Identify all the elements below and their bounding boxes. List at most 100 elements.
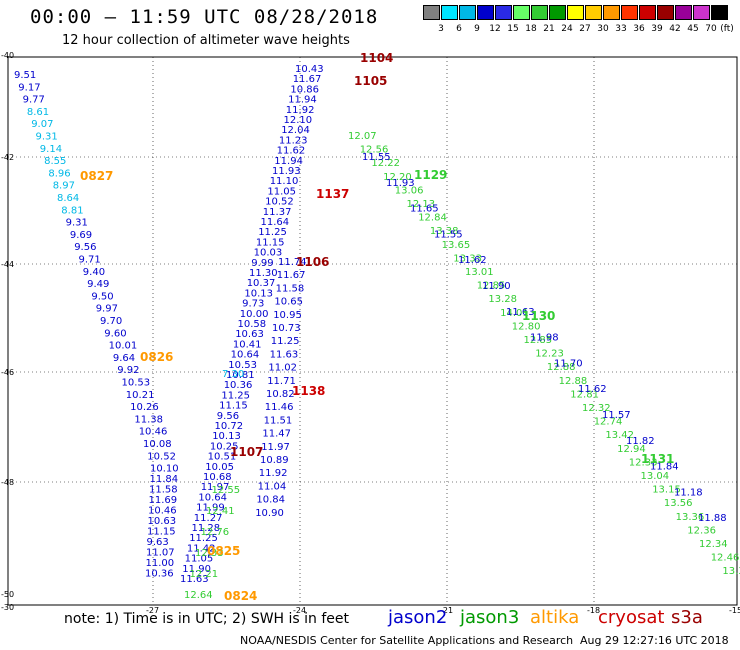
color-swatch (459, 5, 476, 20)
swh-value: 13.06 (395, 185, 424, 196)
swh-value: 11.25 (189, 533, 218, 544)
swh-value: 10.13 (244, 288, 273, 299)
graticule (8, 57, 737, 605)
swh-value: 11.63 (506, 307, 535, 318)
swh-value: 12.07 (348, 131, 377, 142)
swh-value: 11.05 (185, 554, 214, 565)
swh-value: 13.28 (488, 294, 517, 305)
swh-value: 9.63 (147, 537, 169, 548)
swh-value: 11.71 (267, 376, 296, 387)
color-scale-label: 12 (489, 24, 501, 34)
swh-value: 10.03 (254, 248, 283, 259)
latitude-label: -48 (1, 478, 14, 487)
swh-value: 12.13 (407, 199, 436, 210)
swh-value: 10.01 (109, 341, 138, 352)
legend-s3a: s3a (671, 607, 703, 628)
legend-jason2: jason2 (388, 607, 448, 628)
swh-value: 12.33 (629, 457, 658, 468)
swh-value: 8.97 (53, 181, 75, 192)
longitude-label: -15 (729, 606, 740, 615)
swh-value: 10.90 (255, 508, 284, 519)
swh-value: 11.92 (286, 105, 315, 116)
swh-value: 11.92 (259, 468, 288, 479)
swh-value: 9.56 (217, 411, 239, 422)
color-scale-label: 30 (597, 24, 609, 34)
swh-value: 11.07 (146, 548, 175, 559)
swh-value: 12.80 (512, 321, 541, 332)
pass-time-label: 0825 (207, 544, 240, 558)
swh-value: 9.99 (251, 258, 273, 269)
swh-value: 12.74 (594, 417, 623, 428)
swh-value: 11.15 (147, 527, 176, 538)
pass-time-label: 0826 (140, 350, 173, 364)
swh-value: 9.07 (31, 119, 53, 130)
swh-value: 10.36 (224, 380, 253, 391)
swh-value: 11.84 (650, 462, 679, 473)
swh-value: 11.02 (268, 363, 297, 374)
swh-value: 11.93 (386, 178, 415, 189)
pass-time-label: 0824 (224, 589, 257, 603)
swh-value: 10.65 (274, 297, 303, 308)
swh-value: 10.37 (247, 278, 276, 289)
footnote: note: 1) Time is in UTC; 2) SWH is in fe… (64, 611, 350, 627)
swh-value: 10.41 (233, 339, 262, 350)
swh-value: 10.46 (148, 506, 177, 517)
swh-value: 10.58 (238, 319, 267, 330)
swh-value: 10.86 (290, 84, 319, 95)
swh-value: 12.33 (195, 548, 224, 559)
color-swatch (639, 5, 656, 20)
swh-value: 11.67 (293, 74, 322, 85)
swh-value: 10.95 (273, 310, 302, 321)
legend-altika: altika (530, 607, 580, 628)
swh-value: 12.55 (212, 485, 241, 496)
swh-value: 10.72 (215, 421, 244, 432)
swh-value: 7.30 (222, 369, 244, 380)
swh-value: 8.61 (27, 107, 49, 118)
swh-value: 11.88 (698, 513, 727, 524)
swh-value: 11.55 (362, 152, 391, 163)
color-scale-label: 39 (651, 24, 663, 34)
swh-value: 9.14 (40, 144, 62, 155)
swh-value: 11.05 (267, 186, 296, 197)
swh-value: 10.64 (198, 492, 227, 503)
swh-value: 10.43 (295, 64, 324, 75)
swh-value: 10.68 (203, 472, 232, 483)
swh-value: 12.85 (524, 335, 553, 346)
swh-value: 12.23 (535, 349, 564, 360)
swh-value: 10.52 (265, 197, 294, 208)
color-scale-label: 21 (543, 24, 555, 34)
swh-value: 12.32 (582, 403, 611, 414)
swh-value: 11.58 (276, 283, 305, 294)
swh-value: 11.62 (458, 255, 487, 266)
swh-value: 11.18 (674, 487, 703, 498)
swh-value: 10.81 (226, 370, 255, 381)
swh-value: 13.36 (676, 512, 705, 523)
latitude-label: -46 (1, 368, 14, 377)
swh-value: 10.73 (272, 323, 301, 334)
swh-value: 10.00 (240, 309, 269, 320)
swh-value: 11.25 (258, 227, 287, 238)
swh-value: 8.64 (57, 193, 79, 204)
map-frame (7, 56, 738, 606)
swh-value: 9.64 (113, 353, 135, 364)
swh-value: 10.21 (126, 390, 155, 401)
swh-value: 12.41 (206, 506, 235, 517)
swh-value: 9.69 (70, 230, 92, 241)
swh-value: 11.10 (270, 176, 299, 187)
swh-value: 9.51 (14, 70, 36, 81)
color-scale-label: 42 (669, 24, 681, 34)
swh-value: 11.57 (602, 410, 631, 421)
pass-time-label: 1137 (316, 187, 349, 201)
swh-value: 11.63 (270, 349, 299, 360)
swh-value: 12.76 (201, 527, 230, 538)
swh-value: 11.97 (261, 442, 290, 453)
swh-value: 11.98 (530, 333, 559, 344)
swh-value: 9.31 (66, 218, 88, 229)
swh-value: 10.08 (143, 439, 172, 450)
color-swatch (585, 5, 602, 20)
swh-value: 9.40 (83, 267, 105, 278)
color-scale-unit: (ft) (720, 24, 734, 34)
swh-value: 11.30 (249, 268, 278, 279)
swh-value: 12.94 (617, 444, 646, 455)
swh-value: 8.81 (61, 205, 83, 216)
